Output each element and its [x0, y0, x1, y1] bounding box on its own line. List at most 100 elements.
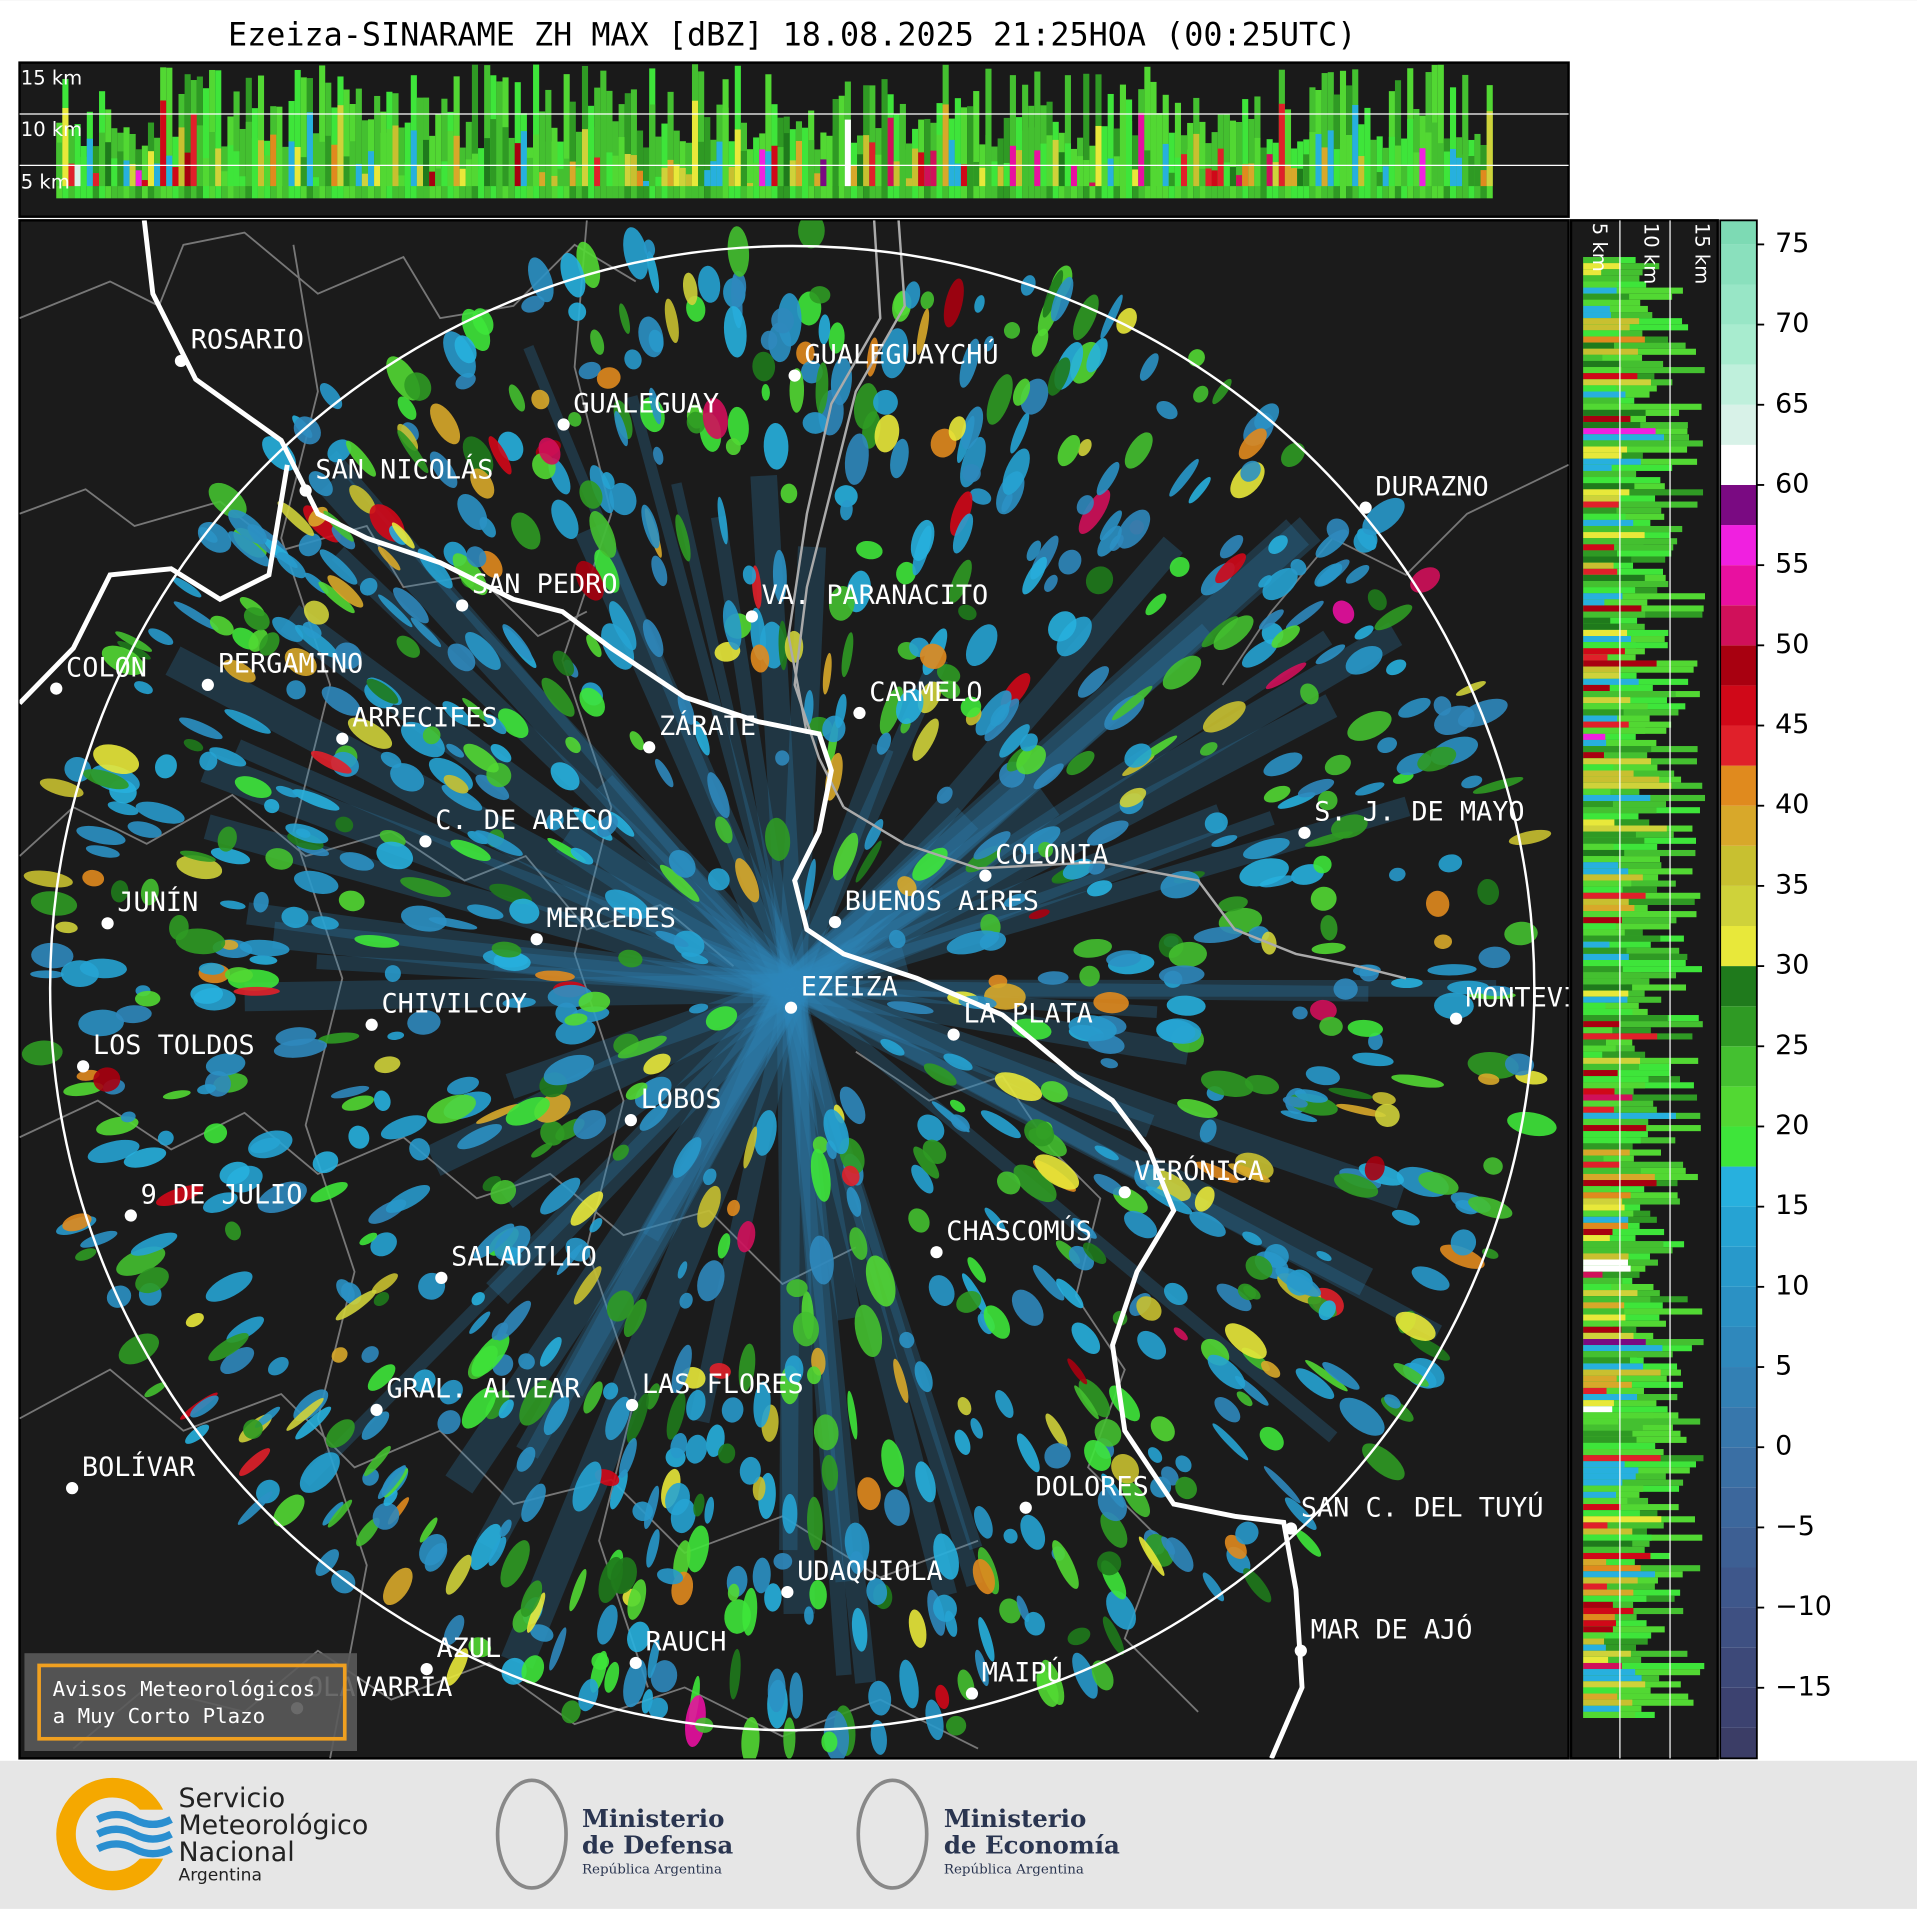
- echo-cell: [1199, 1119, 1217, 1143]
- echo-cell: [707, 772, 730, 819]
- colorbar-band: [1720, 845, 1757, 886]
- echo-cell: [359, 1232, 378, 1246]
- echo-cell: [723, 306, 747, 358]
- echo-cell: [1088, 861, 1106, 875]
- echo-cell: [1173, 1327, 1188, 1341]
- echo-cell: [1504, 921, 1538, 946]
- profile-cell: [1583, 1479, 1623, 1486]
- echo-cell: [310, 750, 352, 774]
- city-dot: [629, 1656, 642, 1670]
- echo-cell: [702, 397, 728, 440]
- profile-cell: [1583, 966, 1702, 973]
- echo-cell: [857, 1477, 881, 1511]
- echo-cell: [693, 720, 710, 756]
- echo-cell: [426, 1094, 476, 1124]
- echo-cell: [1472, 776, 1524, 794]
- profile-cell: [1583, 788, 1611, 795]
- profile-cell: [245, 121, 252, 187]
- profile-cell: [1156, 113, 1163, 199]
- profile-cell: [533, 134, 540, 187]
- echo-cell: [535, 970, 575, 982]
- echo-cell: [1124, 1210, 1158, 1239]
- profile-cell: [1583, 1442, 1638, 1450]
- profile-cell: [1583, 501, 1698, 508]
- echo-cell: [742, 1587, 758, 1636]
- profile-cell: [765, 151, 772, 187]
- echo-cell: [463, 743, 499, 773]
- profile-cell: [1583, 562, 1614, 569]
- echo-cell: [685, 1695, 706, 1747]
- echo-cell: [973, 831, 1011, 860]
- profile-cell: [539, 172, 546, 187]
- footer-text: Servicio: [178, 1783, 285, 1814]
- coastline: [141, 220, 1305, 1759]
- echo-cell: [945, 1715, 967, 1736]
- echo-cell: [1263, 752, 1303, 777]
- echo-cell: [1002, 448, 1030, 495]
- echo-cell: [650, 1660, 678, 1693]
- echo-cell: [373, 1292, 390, 1307]
- echo-cell: [807, 1496, 823, 1551]
- profile-cell: [1583, 1131, 1627, 1138]
- echo-cell: [540, 1177, 581, 1215]
- echo-cell: [1109, 1385, 1140, 1422]
- echo-cell: [224, 967, 254, 983]
- echo-cell: [550, 762, 580, 791]
- profile-cell: [746, 149, 754, 199]
- profile-cell: [1583, 1595, 1647, 1602]
- colorbar-tick-label: 60: [1775, 468, 1809, 499]
- profile-cell: [1583, 794, 1651, 802]
- profile-cell: [1583, 367, 1622, 374]
- profile-cell: [1431, 122, 1438, 187]
- profile-cell: [1583, 1601, 1613, 1608]
- profile-cell: [478, 169, 485, 187]
- echo-cell: [243, 607, 270, 631]
- profile-cell: [1583, 1265, 1631, 1272]
- echo-cell: [502, 997, 536, 1008]
- echo-cell: [465, 632, 501, 671]
- profile-cell: [698, 141, 705, 187]
- profile-cell: [1583, 507, 1662, 514]
- echo-cell: [502, 624, 533, 661]
- profile-cell: [288, 141, 295, 187]
- echo-cell: [292, 789, 340, 811]
- echo-cell: [597, 815, 618, 837]
- profile-cell: [1583, 1485, 1644, 1492]
- echo-cell: [802, 412, 828, 434]
- echo-cell: [1265, 662, 1307, 690]
- profile-cell: [1583, 403, 1702, 410]
- echo-cell: [499, 1519, 512, 1537]
- profile-cell: [1583, 525, 1638, 533]
- profile-cell: [1583, 477, 1636, 484]
- profile-cell: [1583, 892, 1646, 899]
- profile-cell: [233, 91, 240, 199]
- profile-cell: [416, 164, 424, 187]
- profile-cell: [1583, 544, 1615, 551]
- echo-cell: [198, 962, 225, 975]
- echo-cell: [1215, 553, 1247, 584]
- profile-cell: [435, 168, 442, 187]
- profile-cell: [1321, 73, 1328, 199]
- profile-cell: [924, 118, 931, 199]
- echo-cell: [1411, 1266, 1450, 1291]
- echo-cell: [228, 509, 267, 545]
- profile-cell: [1211, 170, 1218, 187]
- echo-cell: [1016, 745, 1046, 775]
- profile-cell: [1583, 984, 1687, 991]
- profile-cell: [1583, 1228, 1665, 1236]
- profile-cell: [594, 157, 601, 187]
- profile-cell: [1583, 1063, 1639, 1071]
- profile-cell: [1003, 117, 1010, 199]
- echo-cell: [810, 1148, 831, 1202]
- profile-cell: [636, 170, 644, 187]
- profile-cell: [1583, 556, 1632, 563]
- profile-cell: [1583, 1027, 1651, 1034]
- city-dot: [788, 369, 801, 382]
- echo-cell: [1066, 750, 1095, 776]
- profile-cell: [1284, 164, 1292, 187]
- profile-cell: [209, 132, 216, 187]
- echo-cell: [1044, 1443, 1071, 1469]
- echo-cell: [308, 506, 329, 527]
- echo-cell: [578, 991, 611, 1013]
